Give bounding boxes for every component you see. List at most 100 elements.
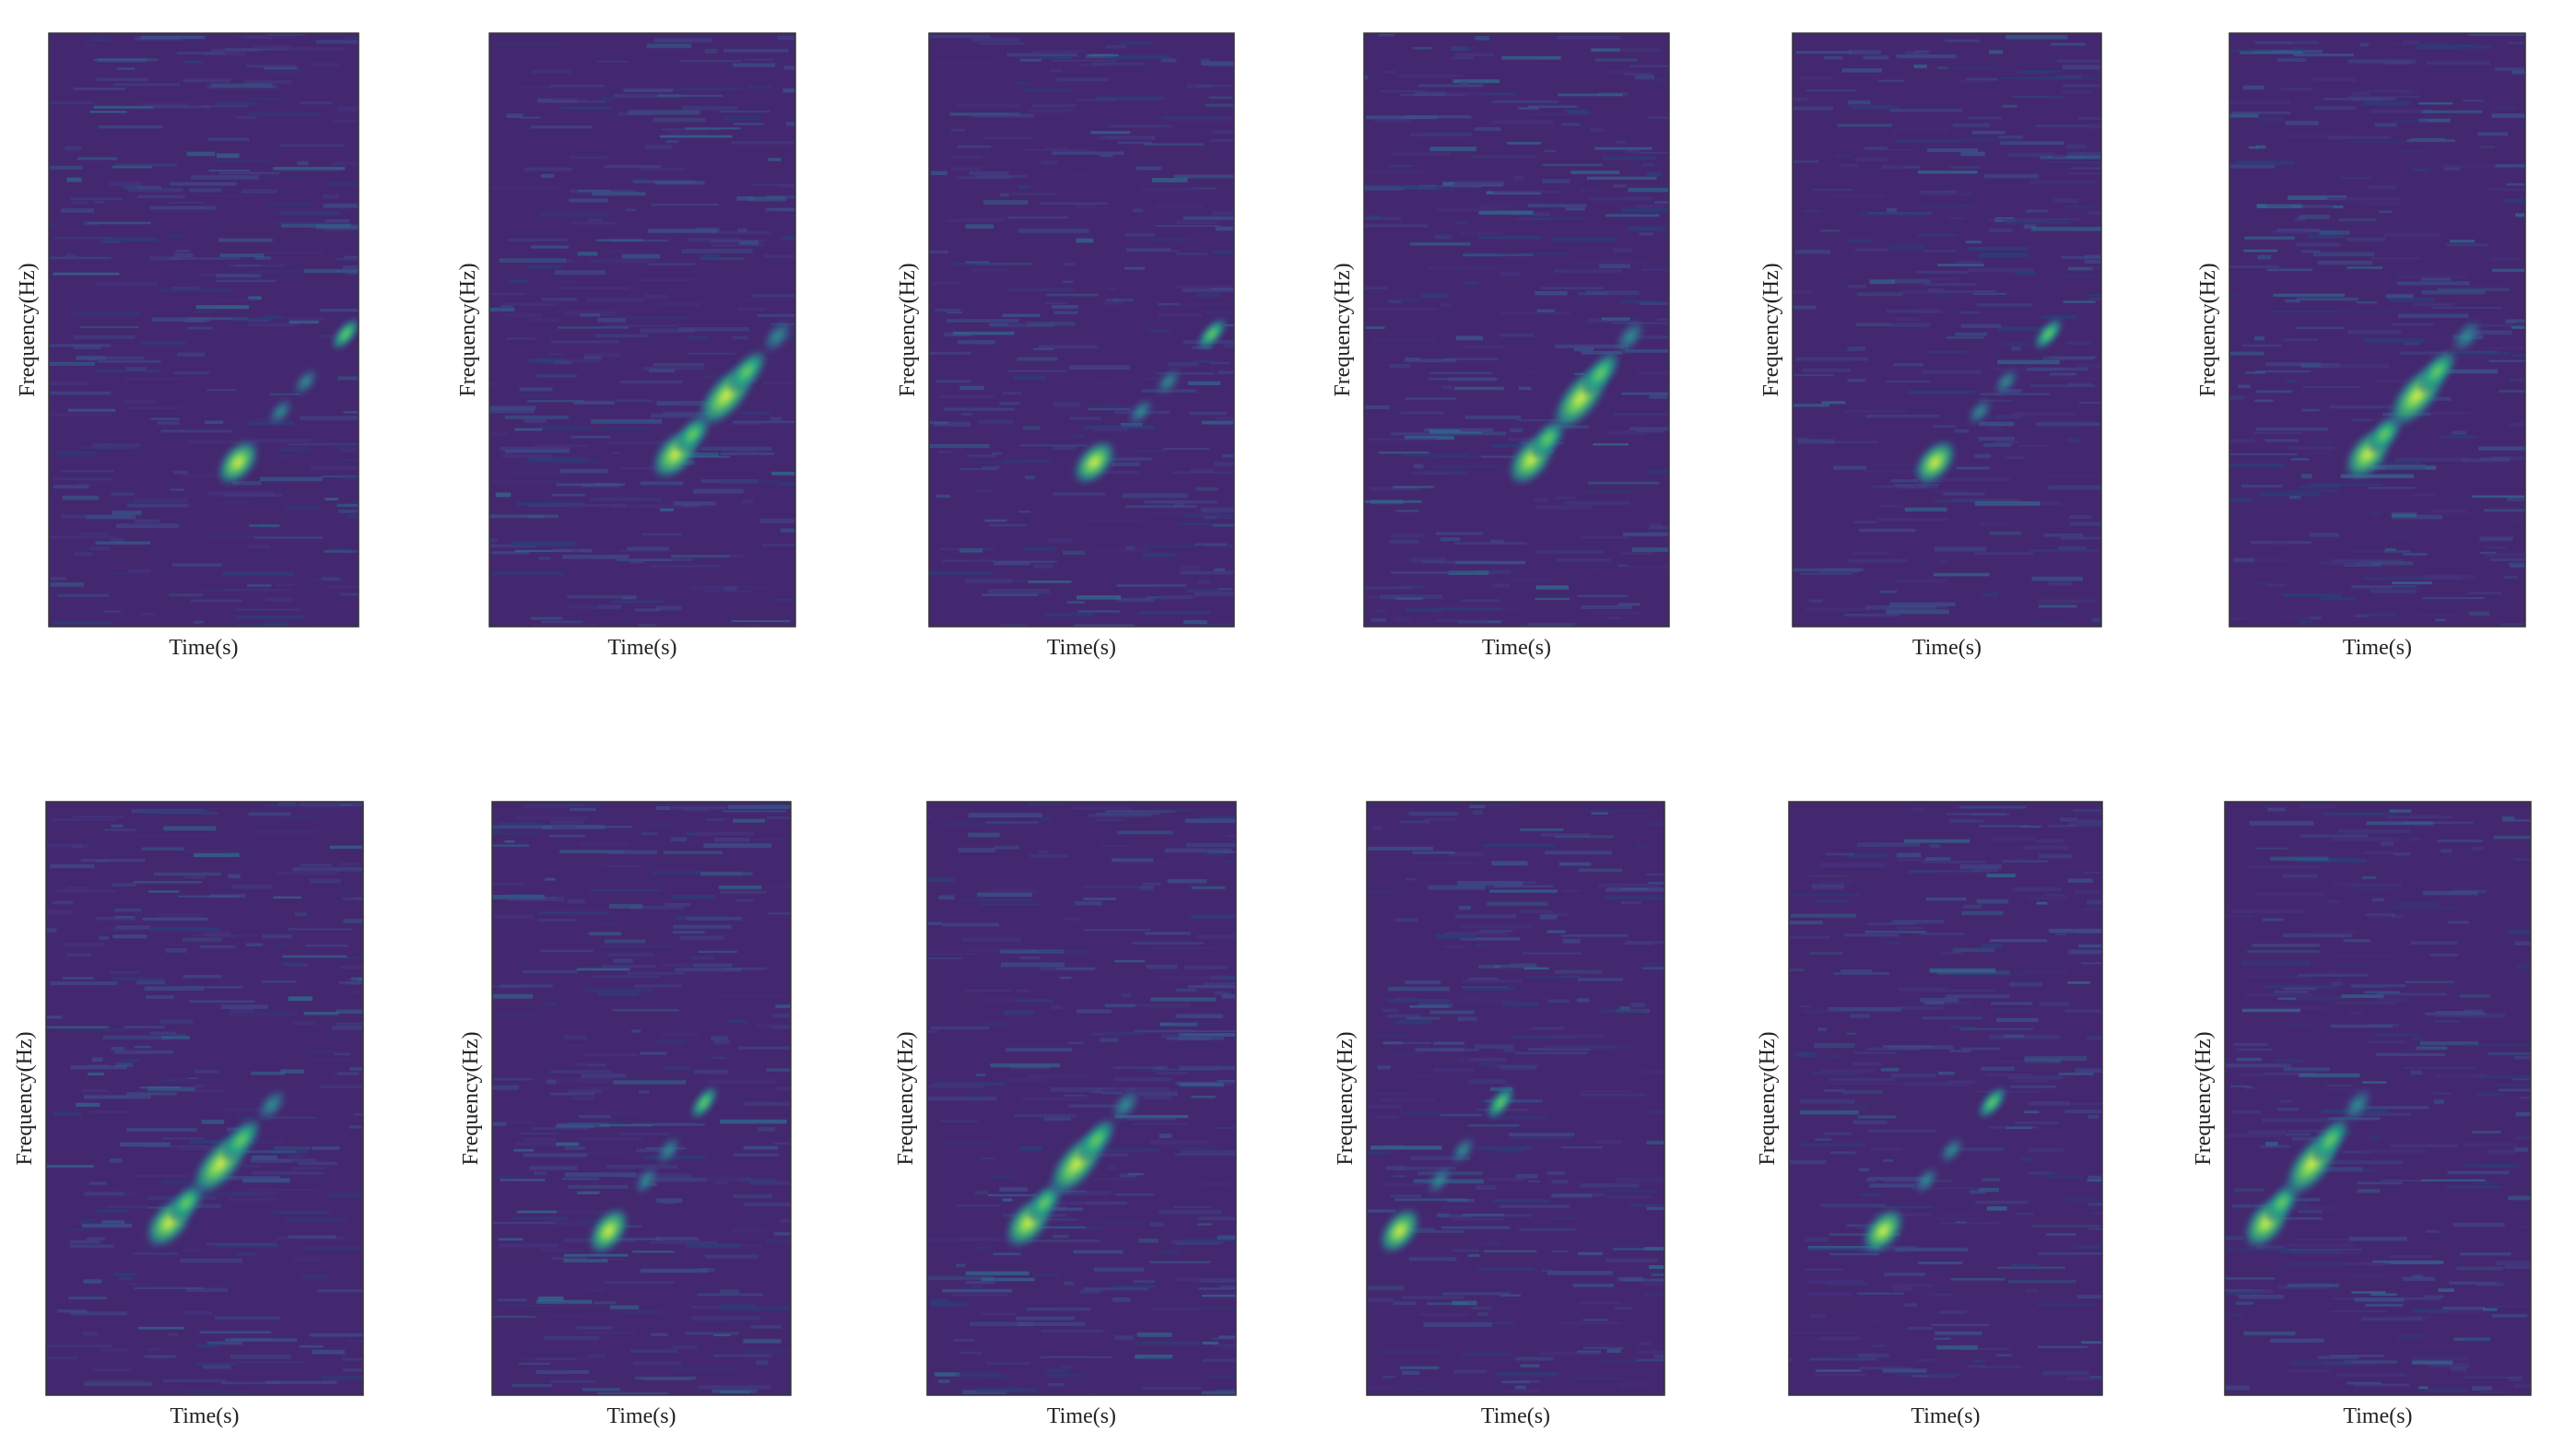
noise-streak bbox=[1896, 852, 1922, 858]
noise-streak bbox=[2394, 457, 2468, 463]
noise-streak bbox=[1642, 1283, 1664, 1286]
noise-streak bbox=[2440, 435, 2478, 439]
noise-streak bbox=[1105, 298, 1120, 301]
noise-streak bbox=[2410, 941, 2458, 945]
noise-streak bbox=[1833, 972, 1889, 975]
noise-streak bbox=[1925, 856, 1951, 862]
noise-streak bbox=[1978, 252, 2029, 257]
noise-streak bbox=[975, 1073, 986, 1077]
noise-streak bbox=[1839, 163, 1859, 168]
noise-streak bbox=[1191, 886, 1226, 889]
noise-streak bbox=[176, 52, 225, 54]
noise-streak bbox=[2301, 408, 2320, 412]
noise-streak bbox=[2228, 1248, 2291, 1251]
spectrogram-panel: Time(s)Frequency(Hz) bbox=[1334, 801, 1665, 1428]
noise-streak bbox=[1053, 1235, 1069, 1239]
noise-streak bbox=[100, 1347, 130, 1352]
noise-streak bbox=[1981, 1066, 2015, 1072]
noise-streak bbox=[724, 967, 768, 970]
noise-streak bbox=[1924, 1374, 1957, 1379]
noise-streak bbox=[2023, 1110, 2040, 1114]
noise-streak bbox=[661, 1032, 698, 1037]
noise-streak bbox=[2229, 292, 2240, 297]
panel-frame bbox=[1366, 801, 1665, 1396]
noise-streak bbox=[1075, 900, 1103, 906]
noise-streak bbox=[1933, 424, 1956, 428]
noise-streak bbox=[621, 596, 637, 600]
noise-streak bbox=[248, 296, 262, 300]
noise-streak bbox=[1366, 326, 1385, 330]
noise-streak bbox=[1462, 253, 1534, 257]
noise-streak bbox=[2005, 34, 2068, 40]
noise-streak bbox=[1181, 1029, 1236, 1032]
noise-streak bbox=[2367, 1039, 2407, 1044]
noise-streak bbox=[351, 991, 363, 995]
noise-streak bbox=[2511, 70, 2525, 75]
noise-streak bbox=[1457, 880, 1523, 886]
noise-streak bbox=[269, 47, 344, 51]
noise-streak bbox=[1621, 392, 1669, 395]
noise-streak bbox=[927, 922, 942, 926]
noise-streak bbox=[1593, 974, 1606, 979]
noise-streak bbox=[946, 219, 1005, 222]
noise-streak bbox=[568, 898, 585, 904]
noise-streak bbox=[2363, 851, 2397, 855]
noise-streak bbox=[182, 1310, 214, 1315]
signal-blob bbox=[255, 1087, 288, 1122]
noise-streak bbox=[2336, 1373, 2407, 1377]
noise-streak bbox=[2087, 1175, 2102, 1180]
noise-streak bbox=[2277, 58, 2306, 62]
noise-streak bbox=[629, 1349, 677, 1353]
noise-streak bbox=[504, 449, 570, 453]
noise-streak bbox=[975, 174, 1028, 178]
noise-streak bbox=[123, 399, 157, 405]
noise-streak bbox=[2467, 592, 2502, 594]
noise-streak bbox=[1934, 489, 1970, 493]
noise-streak bbox=[1394, 616, 1411, 622]
noise-streak bbox=[1831, 194, 1886, 199]
noise-streak bbox=[1149, 512, 1221, 516]
noise-streak bbox=[135, 498, 188, 503]
noise-streak bbox=[1033, 347, 1054, 350]
noise-streak bbox=[1475, 569, 1511, 574]
noise-streak bbox=[2468, 611, 2490, 616]
noise-streak bbox=[2347, 59, 2416, 64]
noise-streak bbox=[288, 1155, 303, 1157]
noise-streak bbox=[1898, 1373, 1961, 1376]
noise-streak bbox=[1007, 1077, 1046, 1083]
noise-streak bbox=[499, 1121, 535, 1124]
noise-streak bbox=[1950, 1277, 2005, 1281]
noise-streak bbox=[1617, 603, 1641, 606]
noise-streak bbox=[2002, 342, 2029, 347]
noise-streak bbox=[2256, 390, 2293, 393]
y-axis-label: Frequency(Hz) bbox=[1756, 1031, 1780, 1165]
noise-streak bbox=[1868, 212, 1932, 215]
noise-streak bbox=[1896, 139, 1964, 143]
noise-streak bbox=[1890, 479, 1918, 483]
noise-streak bbox=[1904, 839, 1970, 843]
noise-streak bbox=[569, 198, 608, 203]
noise-streak bbox=[665, 140, 679, 144]
noise-streak bbox=[523, 1137, 556, 1143]
noise-streak bbox=[2340, 474, 2415, 478]
noise-streak bbox=[320, 308, 359, 312]
noise-streak bbox=[66, 177, 82, 182]
noise-streak bbox=[2259, 1145, 2290, 1148]
noise-streak bbox=[1523, 967, 1549, 970]
noise-streak bbox=[1531, 1027, 1565, 1030]
noise-streak bbox=[2420, 277, 2452, 281]
noise-streak bbox=[604, 939, 646, 944]
noise-streak bbox=[975, 489, 994, 492]
noise-streak bbox=[2027, 897, 2068, 900]
noise-streak bbox=[957, 176, 1012, 180]
noise-streak bbox=[1528, 370, 1539, 374]
noise-streak bbox=[114, 163, 178, 167]
noise-streak bbox=[720, 452, 775, 456]
noise-streak bbox=[644, 145, 673, 150]
noise-streak bbox=[229, 1354, 291, 1359]
noise-streak bbox=[2283, 338, 2319, 342]
noise-streak bbox=[1205, 1292, 1236, 1295]
noise-streak bbox=[2276, 229, 2321, 233]
noise-streak bbox=[95, 370, 160, 372]
noise-streak bbox=[2362, 1081, 2387, 1084]
